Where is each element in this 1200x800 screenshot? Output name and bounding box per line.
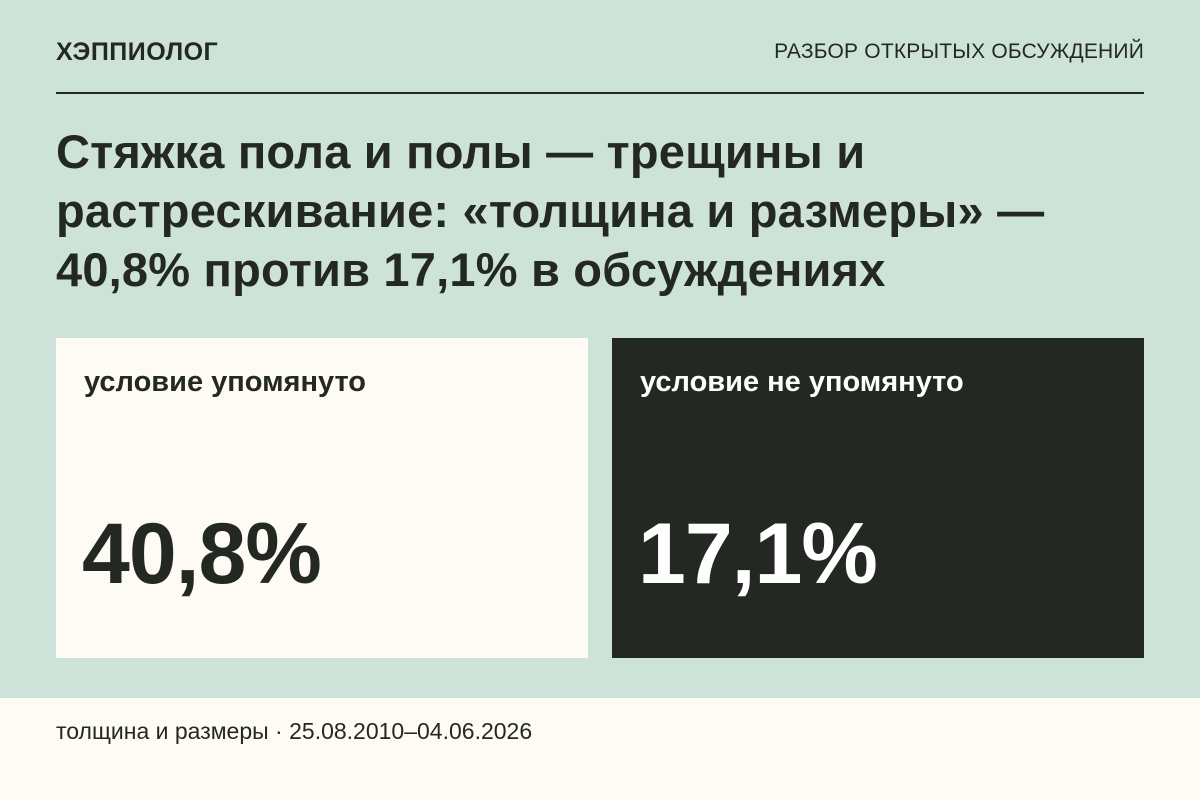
stat-card-value: 40,8% xyxy=(82,506,322,602)
section-label: РАЗБОР ОТКРЫТЫХ ОБСУЖДЕНИЙ xyxy=(774,40,1144,63)
header: ХЭППИОЛОГ РАЗБОР ОТКРЫТЫХ ОБСУЖДЕНИЙ xyxy=(56,30,1144,94)
footer: толщина и размеры · 25.08.2010–04.06.202… xyxy=(0,698,1200,800)
stat-card-not-mentioned: условие не упомянуто 17,1% xyxy=(612,338,1144,658)
stat-card-mentioned: условие упомянуто 40,8% xyxy=(56,338,588,658)
stat-card-value: 17,1% xyxy=(638,506,878,602)
page-title: Стяжка пола и полы — трещины и растрески… xyxy=(56,125,1045,296)
stat-card-label: условие не упомянуто xyxy=(640,366,964,398)
footer-caption: толщина и размеры · 25.08.2010–04.06.202… xyxy=(56,718,533,744)
brand-logo-text: ХЭППИОЛОГ xyxy=(56,38,219,66)
stat-card-label: условие упомянуто xyxy=(84,366,367,398)
